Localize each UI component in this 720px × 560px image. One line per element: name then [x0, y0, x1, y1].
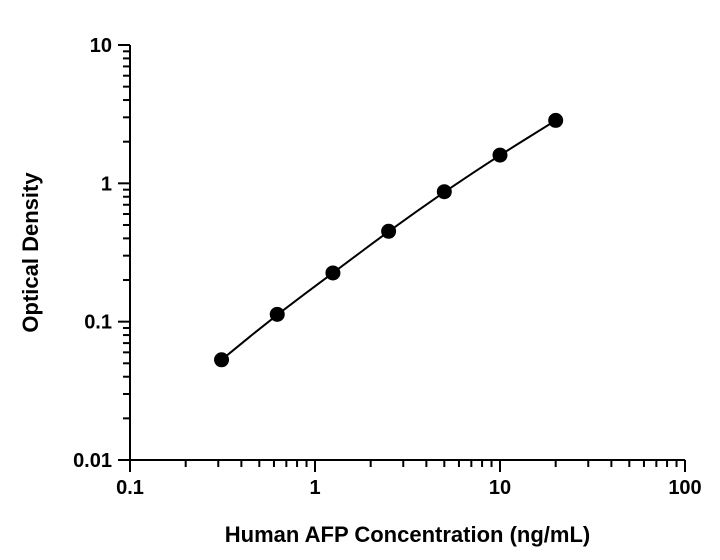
data-point [493, 148, 507, 162]
y-axis-label: Optical Density [18, 172, 43, 333]
data-point [215, 353, 229, 367]
chart-svg: 0.11101000.010.1110Human AFP Concentrati… [0, 0, 720, 560]
data-point [382, 224, 396, 238]
x-axis-label: Human AFP Concentration (ng/mL) [225, 522, 590, 547]
data-point [326, 266, 340, 280]
data-point [270, 307, 284, 321]
x-tick-label: 100 [668, 477, 701, 499]
y-tick-label: 10 [90, 35, 112, 57]
chart-container: 0.11101000.010.1110Human AFP Concentrati… [0, 0, 720, 560]
x-tick-label: 10 [489, 477, 511, 499]
data-point [437, 185, 451, 199]
plot-bg [0, 0, 720, 560]
y-tick-label: 1 [101, 173, 112, 195]
x-tick-label: 0.1 [116, 477, 144, 499]
x-tick-label: 1 [309, 477, 320, 499]
data-point [549, 113, 563, 127]
y-tick-label: 0.01 [73, 450, 112, 472]
y-tick-label: 0.1 [84, 312, 112, 334]
